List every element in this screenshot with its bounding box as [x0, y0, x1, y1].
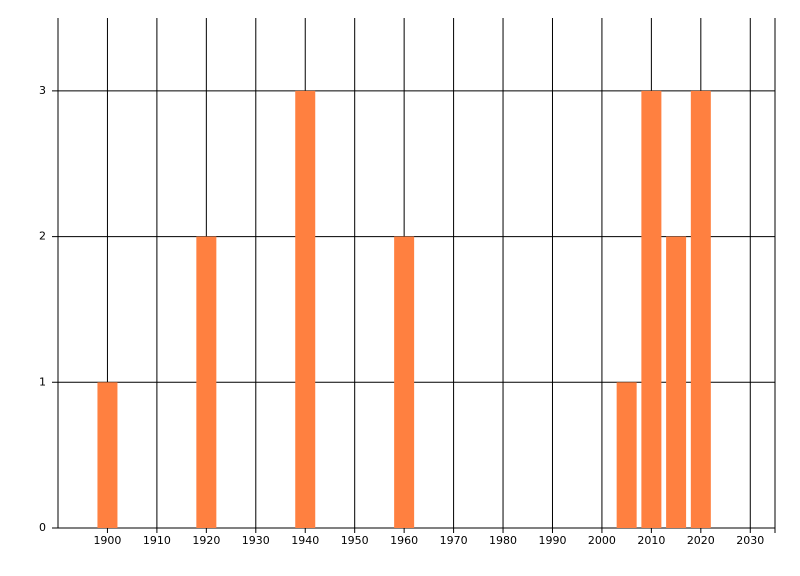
x-tick-label: 1900: [93, 534, 121, 547]
x-tick-label: 2010: [637, 534, 665, 547]
bar: [616, 382, 637, 528]
bar: [690, 90, 711, 528]
x-tick-label: 1960: [390, 534, 418, 547]
x-tick-label: 1940: [291, 534, 319, 547]
y-tick-label: 2: [39, 230, 46, 243]
y-tick-label: 1: [39, 375, 46, 388]
bar: [666, 236, 687, 529]
x-tick-label: 1910: [143, 534, 171, 547]
x-tick-label: 1920: [192, 534, 220, 547]
x-tick-label: 1990: [538, 534, 566, 547]
x-tick-label: 2020: [687, 534, 715, 547]
bar: [394, 236, 415, 529]
y-tick-label: 0: [39, 521, 46, 534]
x-tick-label: 1930: [242, 534, 270, 547]
bar: [97, 382, 118, 528]
bar: [295, 90, 316, 528]
x-tick-label: 1970: [440, 534, 468, 547]
x-tick-label: 2030: [736, 534, 764, 547]
x-tick-label: 1950: [341, 534, 369, 547]
bar: [641, 90, 662, 528]
x-tick-label: 2000: [588, 534, 616, 547]
bar: [196, 236, 217, 529]
y-tick-label: 3: [39, 84, 46, 97]
x-tick-label: 1980: [489, 534, 517, 547]
